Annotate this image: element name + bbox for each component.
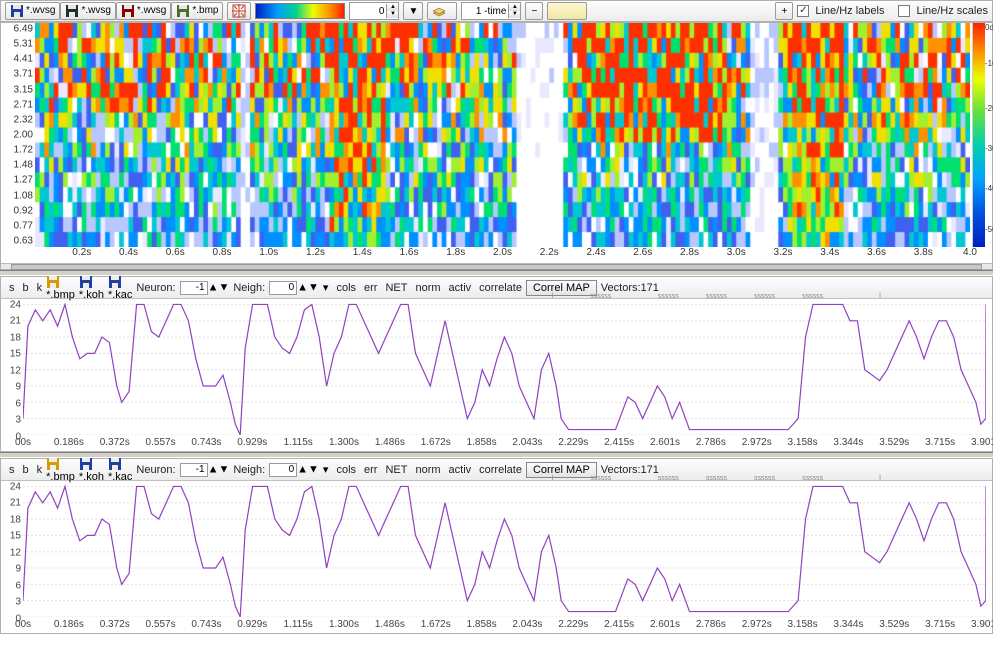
neuron-panel-2: sbk*.bmp*.koh*.kacNeuron:▲▼Neigh:▲▼▾cols… bbox=[0, 458, 993, 634]
spectrogram-scrollbar[interactable] bbox=[1, 263, 992, 269]
neigh-label: Neigh: bbox=[233, 464, 265, 476]
spectrogram-panel: 6.495.314.413.713.152.712.322.001.721.48… bbox=[0, 22, 993, 270]
linehz-scales-check[interactable] bbox=[898, 5, 910, 17]
zoom-fit-button[interactable] bbox=[227, 2, 251, 20]
file-button[interactable]: *.wvsg bbox=[60, 2, 115, 20]
file-button[interactable]: *.bmp bbox=[171, 2, 223, 20]
lineplot1-canvas[interactable] bbox=[23, 299, 986, 435]
lineplot1-yaxis: 24211815129630 bbox=[3, 299, 23, 435]
intensity-spinner[interactable]: ▲▼ bbox=[349, 2, 399, 20]
file-button[interactable]: *.wvsg bbox=[5, 2, 60, 20]
neuron-label: Neuron: bbox=[136, 464, 175, 476]
lineplot1-xaxis: 00s0.186s0.372s0.557s0.743s0.929s1.115s1… bbox=[23, 437, 986, 449]
spectrogram-colorbar: 0dB-10dE-20dE-30dE-40dE-50dE bbox=[972, 23, 992, 247]
time-spinner[interactable]: ▲▼ bbox=[461, 2, 521, 20]
intensity-gradient bbox=[255, 3, 345, 19]
scrollbar-thumb[interactable] bbox=[11, 264, 982, 270]
linehz-scales-label: Line/Hz scales bbox=[916, 5, 988, 17]
linehz-labels-check[interactable] bbox=[797, 5, 809, 17]
stack-icon[interactable] bbox=[427, 2, 457, 20]
file-button[interactable]: *.wvsg bbox=[116, 2, 171, 20]
time-up[interactable]: ▲ bbox=[508, 4, 520, 11]
lineplot2-yaxis: 24211815129630 bbox=[3, 481, 23, 617]
range-button[interactable] bbox=[547, 2, 587, 20]
neuron-label: Neuron: bbox=[136, 282, 175, 294]
vectors-label: Vectors:171 bbox=[601, 464, 659, 476]
time-down[interactable]: ▼ bbox=[508, 11, 520, 18]
time-input[interactable] bbox=[462, 4, 508, 18]
spectrogram-canvas[interactable] bbox=[35, 23, 970, 247]
intensity-input[interactable] bbox=[350, 4, 386, 18]
plus-button[interactable]: + bbox=[775, 2, 793, 20]
linehz-labels-label: Line/Hz labels bbox=[815, 5, 884, 17]
top-toolbar: *.wvsg*.wvsg*.wvsg*.bmp ▲▼ ▼ ▲▼ − + Line… bbox=[0, 0, 993, 22]
neigh-label: Neigh: bbox=[233, 282, 265, 294]
dropdown-button[interactable]: ▼ bbox=[403, 2, 423, 20]
vectors-label: Vectors:171 bbox=[601, 282, 659, 294]
lineplot2-canvas[interactable] bbox=[23, 481, 986, 617]
intensity-down[interactable]: ▼ bbox=[386, 11, 398, 18]
intensity-up[interactable]: ▲ bbox=[386, 4, 398, 11]
spectrogram-yaxis: 6.495.314.413.713.152.712.322.001.721.48… bbox=[1, 23, 35, 247]
spectrogram-xaxis: 0.2s0.4s0.6s0.8s1.0s1.2s1.4s1.6s1.8s2.0s… bbox=[35, 247, 970, 263]
neuron-panel-1: sbk*.bmp*.koh*.kacNeuron:▲▼Neigh:▲▼▾cols… bbox=[0, 276, 993, 452]
minus-button[interactable]: − bbox=[525, 2, 543, 20]
lineplot2-xaxis: 00s0.186s0.372s0.557s0.743s0.929s1.115s1… bbox=[23, 619, 986, 631]
